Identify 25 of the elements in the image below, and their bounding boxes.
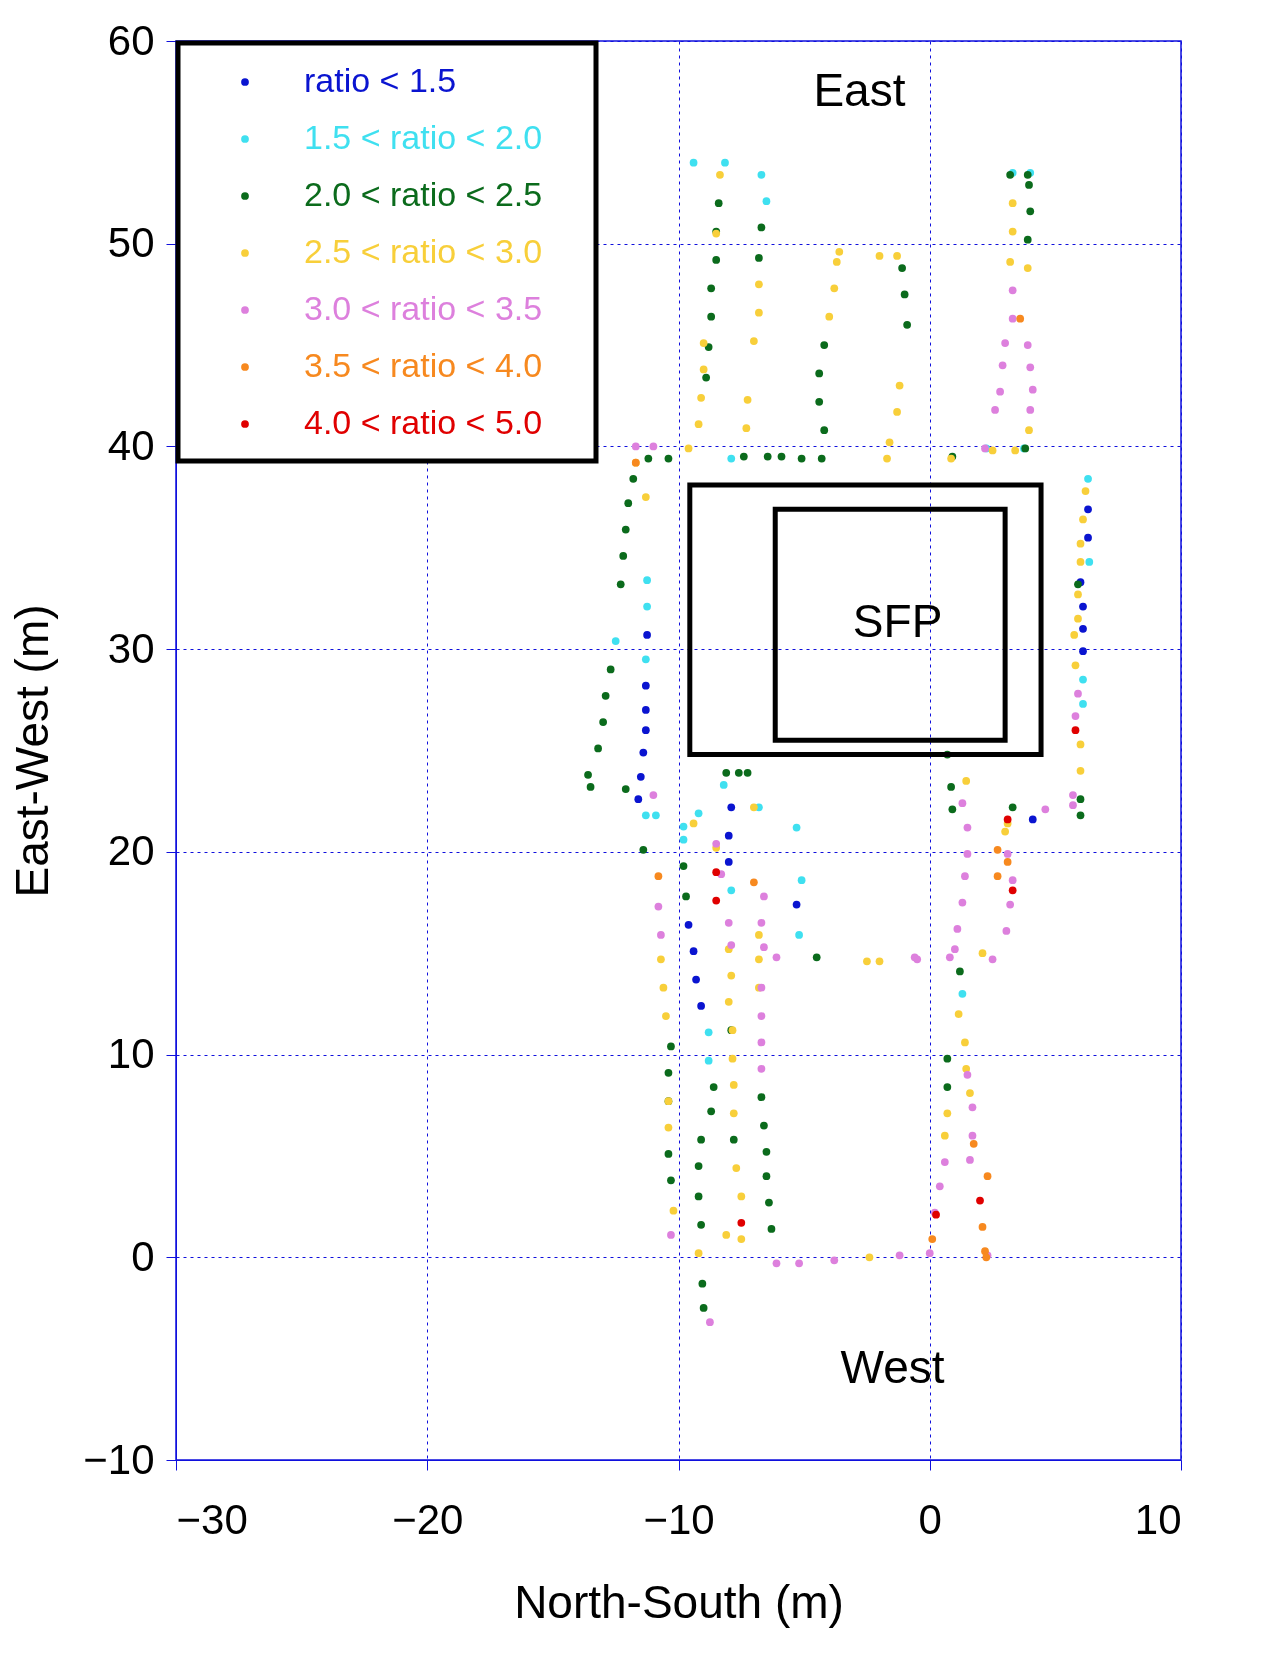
x-axis-title: North-South (m) <box>514 1575 844 1628</box>
legend-label: 2.5 < ratio < 3.0 <box>304 232 543 270</box>
legend-label: ratio < 1.5 <box>304 61 457 99</box>
legend-label: 3.5 < ratio < 4.0 <box>304 346 543 384</box>
y-tick-label: 60 <box>107 16 155 64</box>
y-tick-label: 30 <box>107 624 155 672</box>
y-tick-label: −10 <box>83 1435 155 1483</box>
y-tick-label: 50 <box>107 219 155 267</box>
y-tick-label: 10 <box>107 1030 155 1078</box>
legend-label: 4.0 < ratio < 5.0 <box>304 403 543 441</box>
legend-label: 3.0 < ratio < 3.5 <box>304 289 543 327</box>
annotation: East <box>813 64 906 117</box>
y-tick-label: 0 <box>131 1232 155 1280</box>
x-tick-label: 10 <box>1134 1495 1182 1543</box>
annotation: West <box>840 1341 945 1394</box>
y-tick-label: 40 <box>107 421 155 469</box>
legend-label: 2.0 < ratio < 2.5 <box>304 175 543 213</box>
x-tick-label: −20 <box>392 1495 464 1543</box>
annotation: SFP <box>852 594 943 647</box>
x-tick-label: −30 <box>176 1495 248 1543</box>
legend-label: 1.5 < ratio < 2.0 <box>304 118 543 156</box>
x-tick-label: 0 <box>918 1495 942 1543</box>
x-tick-label: −10 <box>643 1495 715 1543</box>
y-tick-label: 20 <box>107 827 155 875</box>
y-axis-title: East-West (m) <box>6 604 59 898</box>
